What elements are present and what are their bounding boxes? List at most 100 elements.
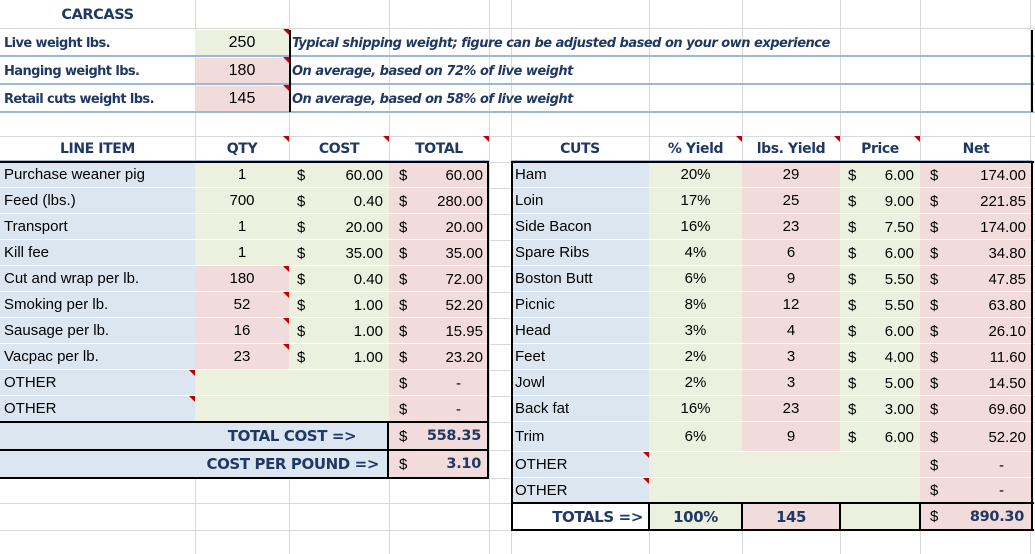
lbs-yield-value: 9 xyxy=(742,422,840,452)
pct-yield-input[interactable]: 8% xyxy=(649,292,742,318)
pct-yield-input[interactable]: 6% xyxy=(649,266,742,292)
price-input[interactable]: 3.00 xyxy=(884,400,914,418)
price-cell[interactable] xyxy=(840,188,920,214)
qty-input[interactable]: 23 xyxy=(195,344,289,370)
comment-indicator xyxy=(283,136,289,142)
price-input[interactable]: 6.00 xyxy=(884,322,914,340)
net-cell xyxy=(920,214,1032,240)
currency-symbol: $ xyxy=(930,348,939,366)
price-input[interactable]: 5.50 xyxy=(884,270,914,288)
border-cpp xyxy=(0,449,489,451)
price-cell[interactable] xyxy=(840,292,920,318)
total-cost-value: 558.35 xyxy=(426,428,481,444)
pct-yield-input[interactable]: 2% xyxy=(649,344,742,370)
price-cell[interactable] xyxy=(840,318,920,344)
border-bottom xyxy=(511,529,1034,531)
net-cell xyxy=(920,318,1032,344)
border-top xyxy=(0,161,489,163)
price-cell[interactable] xyxy=(840,240,920,266)
pct-yield-input[interactable]: 4% xyxy=(649,240,742,266)
currency-symbol: $ xyxy=(930,244,939,262)
pct-yield-input[interactable]: 6% xyxy=(649,422,742,452)
unit-cost-cell[interactable] xyxy=(289,162,389,188)
border-total xyxy=(0,421,489,423)
unit-cost-value[interactable]: 1.00 xyxy=(353,322,383,340)
price-cell[interactable] xyxy=(840,266,920,292)
cut-name: Head xyxy=(511,318,649,344)
unit-cost-value[interactable]: 35.00 xyxy=(345,244,383,262)
unit-cost-cell[interactable] xyxy=(289,318,389,344)
line-total-value: 280.00 xyxy=(437,192,483,210)
carcass-value-input[interactable]: 145 xyxy=(195,86,289,112)
price-cell[interactable] xyxy=(840,396,920,422)
net-cell xyxy=(920,452,1032,478)
pct-yield-input[interactable]: 3% xyxy=(649,318,742,344)
price-input[interactable]: 6.00 xyxy=(884,428,914,446)
qty-input[interactable]: 1 xyxy=(195,214,289,240)
price-cell[interactable] xyxy=(840,422,920,452)
pct-yield-input[interactable]: 16% xyxy=(649,396,742,422)
unit-cost-value[interactable]: 0.40 xyxy=(353,192,383,210)
currency-symbol: $ xyxy=(848,374,857,392)
net-value: 47.85 xyxy=(988,270,1026,288)
carcass-note: On average, based on 72% of live weight xyxy=(292,63,573,79)
price-cell[interactable] xyxy=(840,452,920,478)
price-input[interactable]: 9.00 xyxy=(884,192,914,210)
currency-symbol: $ xyxy=(399,427,408,445)
qty-input[interactable] xyxy=(195,396,289,422)
unit-cost-value[interactable]: 1.00 xyxy=(353,348,383,366)
price-input[interactable]: 5.00 xyxy=(884,374,914,392)
price-cell[interactable] xyxy=(840,478,920,503)
pct-yield-input[interactable]: 2% xyxy=(649,370,742,396)
price-cell[interactable] xyxy=(840,370,920,396)
unit-cost-cell[interactable] xyxy=(289,240,389,266)
currency-symbol: $ xyxy=(297,270,306,288)
line-total-value: 72.00 xyxy=(445,270,483,288)
currency-symbol: $ xyxy=(399,322,408,340)
pct-yield-input[interactable]: 16% xyxy=(649,214,742,240)
currency-symbol: $ xyxy=(848,428,857,446)
price-cell[interactable] xyxy=(840,162,920,188)
row-underline xyxy=(0,83,289,85)
qty-input[interactable]: 16 xyxy=(195,318,289,344)
price-input[interactable]: 4.00 xyxy=(884,348,914,366)
price-input[interactable]: 6.00 xyxy=(884,166,914,184)
unit-cost-value[interactable]: 1.00 xyxy=(353,296,383,314)
unit-cost-cell[interactable] xyxy=(289,266,389,292)
qty-input[interactable] xyxy=(195,370,289,396)
price-input[interactable]: 6.00 xyxy=(884,244,914,262)
pct-yield-input[interactable]: 17% xyxy=(649,188,742,214)
border-top xyxy=(511,161,1034,163)
qty-input[interactable]: 1 xyxy=(195,162,289,188)
border-totals-divider xyxy=(648,503,650,530)
qty-input[interactable]: 1 xyxy=(195,240,289,266)
line-total-value: 52.20 xyxy=(445,296,483,314)
comment-indicator xyxy=(283,292,289,298)
unit-cost-value[interactable]: 60.00 xyxy=(345,166,383,184)
pct-yield-input[interactable] xyxy=(649,452,742,478)
unit-cost-cell[interactable] xyxy=(289,188,389,214)
unit-cost-cell[interactable] xyxy=(289,214,389,240)
qty-input[interactable]: 52 xyxy=(195,292,289,318)
pct-yield-input[interactable] xyxy=(649,478,742,503)
unit-cost-cell[interactable] xyxy=(289,292,389,318)
price-input[interactable]: 5.50 xyxy=(884,296,914,314)
carcass-value-input[interactable]: 250 xyxy=(195,30,289,56)
unit-cost-cell[interactable] xyxy=(289,396,389,422)
price-cell[interactable] xyxy=(840,214,920,240)
unit-cost-value[interactable]: 20.00 xyxy=(345,218,383,236)
unit-cost-cell[interactable] xyxy=(289,344,389,370)
qty-input[interactable]: 700 xyxy=(195,188,289,214)
price-cell[interactable] xyxy=(840,344,920,370)
line-total-value: 60.00 xyxy=(445,166,483,184)
comment-indicator xyxy=(643,478,649,484)
price-input[interactable]: 7.50 xyxy=(884,218,914,236)
currency-symbol: $ xyxy=(848,192,857,210)
unit-cost-cell[interactable] xyxy=(289,370,389,396)
carcass-label: Retail cuts weight lbs. xyxy=(4,91,155,107)
pct-yield-input[interactable]: 20% xyxy=(649,162,742,188)
unit-cost-value[interactable]: 0.40 xyxy=(353,270,383,288)
qty-input[interactable]: 180 xyxy=(195,266,289,292)
total-price-cell xyxy=(840,503,920,530)
carcass-value-input[interactable]: 180 xyxy=(195,58,289,84)
